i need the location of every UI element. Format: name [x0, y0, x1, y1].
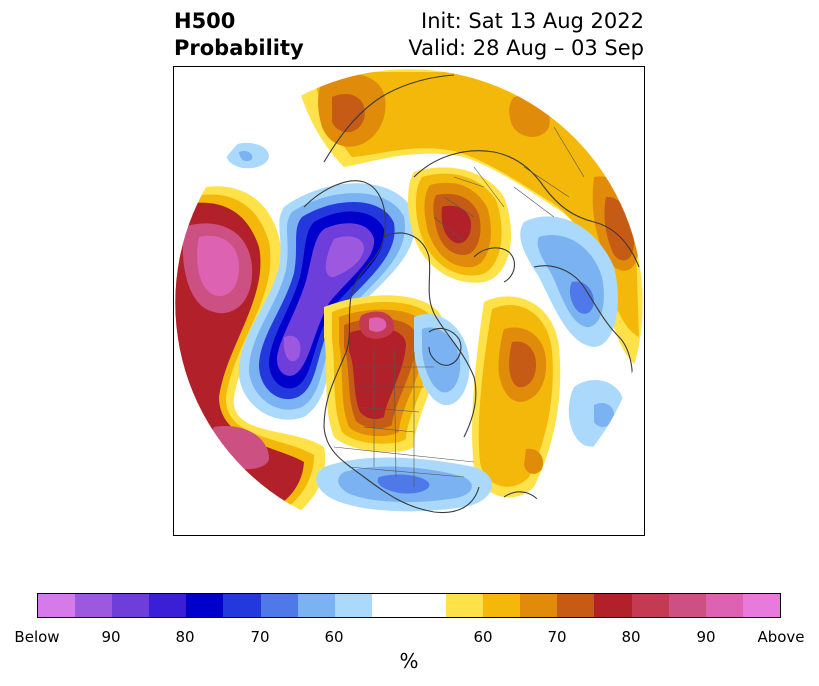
colorbar-segment	[446, 594, 484, 617]
warm-anomaly-atlantic	[472, 296, 561, 498]
colorbar-segment	[742, 594, 780, 617]
colorbar-segment	[223, 594, 261, 617]
colorbar-segment	[594, 594, 632, 617]
colorbar	[37, 593, 781, 618]
colorbar-segment	[297, 594, 335, 617]
colorbar-unit-label: %	[399, 649, 419, 673]
title-variable: H500	[174, 9, 236, 33]
warm-anomaly-arctic-arc	[294, 69, 643, 367]
colorbar-tick-label: 70	[547, 628, 567, 646]
chart-title-left: H500 Probability	[174, 8, 304, 62]
title-metric: Probability	[174, 36, 304, 60]
colorbar-segment	[631, 594, 669, 617]
polar-map	[173, 66, 645, 536]
cold-anomaly-asia	[226, 142, 624, 512]
valid-range: Valid: 28 Aug – 03 Sep	[408, 36, 644, 60]
warm-anomaly-canada	[324, 295, 444, 453]
chart-title-right: Init: Sat 13 Aug 2022 Valid: 28 Aug – 03…	[408, 8, 644, 62]
map-disk-edge	[174, 68, 644, 535]
colorbar-segment	[186, 594, 224, 617]
colorbar-tick-label: 60	[473, 628, 493, 646]
colorbar-segment	[408, 594, 447, 617]
colorbar-tick-label: Above	[757, 628, 805, 646]
cold-anomaly-alaska	[238, 183, 416, 420]
colorbar-tick-label: 90	[101, 628, 121, 646]
colorbar-tick-label: 80	[621, 628, 641, 646]
colorbar-segment	[520, 594, 558, 617]
colorbar-segment	[75, 594, 113, 617]
colorbar-segment	[149, 594, 187, 617]
colorbar-tick-label: Below	[14, 628, 60, 646]
colorbar-segment	[38, 594, 76, 617]
colorbar-tick-label: 80	[175, 628, 195, 646]
colorbar-tick-label: 60	[324, 628, 344, 646]
colorbar-segment	[705, 594, 743, 617]
init-date: Init: Sat 13 Aug 2022	[421, 9, 644, 33]
colorbar-segment	[483, 594, 521, 617]
colorbar-segment	[371, 594, 409, 617]
warm-anomaly-europe	[408, 167, 512, 283]
probability-map-svg	[174, 68, 644, 535]
colorbar-segment	[260, 594, 298, 617]
colorbar-segment	[668, 594, 706, 617]
colorbar-segment	[557, 594, 595, 617]
colorbar-tick-label: 70	[250, 628, 270, 646]
colorbar-segment	[112, 594, 150, 617]
colorbar-segment	[334, 594, 372, 617]
colorbar-tick-label: 90	[696, 628, 716, 646]
